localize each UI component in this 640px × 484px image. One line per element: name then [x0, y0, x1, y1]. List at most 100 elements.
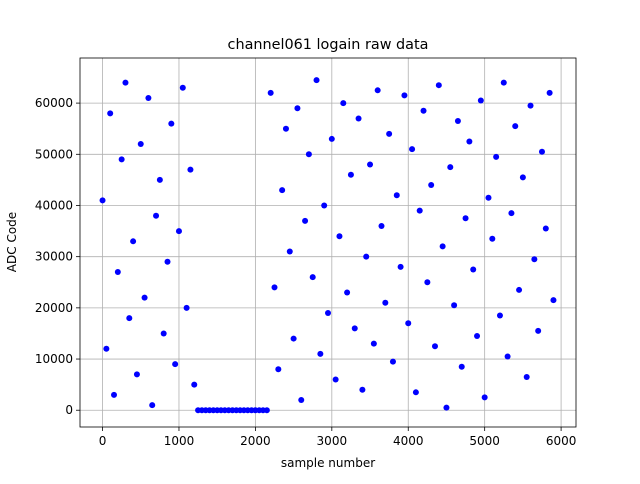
point — [416, 207, 423, 214]
point — [504, 353, 511, 360]
point — [340, 100, 347, 107]
point — [103, 345, 110, 352]
y-axis-label: ADC Code — [5, 212, 19, 272]
point — [477, 97, 484, 104]
point — [294, 105, 301, 112]
point — [122, 79, 129, 86]
point — [546, 89, 553, 96]
point — [160, 330, 167, 337]
point — [435, 82, 442, 89]
point — [386, 130, 393, 137]
point — [489, 235, 496, 242]
x-tick-label: 2000 — [240, 434, 271, 448]
x-tick-label: 1000 — [164, 434, 195, 448]
point — [496, 312, 503, 319]
point — [305, 151, 312, 158]
point — [443, 404, 450, 411]
point — [363, 253, 370, 260]
point — [355, 115, 362, 122]
point — [290, 335, 297, 342]
point — [409, 146, 416, 153]
point — [351, 325, 358, 332]
point — [302, 217, 309, 224]
y-tick-label: 10000 — [35, 352, 73, 366]
point — [359, 386, 366, 393]
point — [267, 89, 274, 96]
point — [424, 279, 431, 286]
point — [156, 176, 163, 183]
y-tick-label: 20000 — [35, 301, 73, 315]
point — [118, 156, 125, 163]
point — [191, 381, 198, 388]
point — [111, 391, 118, 398]
point — [516, 286, 523, 293]
x-tick-label: 3000 — [317, 434, 348, 448]
y-tick-label: 50000 — [35, 147, 73, 161]
x-tick-label: 6000 — [546, 434, 577, 448]
point — [420, 107, 427, 114]
point — [328, 135, 335, 142]
y-tick-label: 0 — [65, 403, 73, 417]
point — [344, 289, 351, 296]
point — [401, 92, 408, 99]
point — [149, 402, 156, 409]
point — [550, 297, 557, 304]
point — [321, 202, 328, 209]
point — [500, 79, 507, 86]
point — [405, 320, 412, 327]
point — [141, 294, 148, 301]
point — [378, 222, 385, 229]
y-tick-label: 40000 — [35, 198, 73, 212]
point — [271, 284, 278, 291]
point — [279, 187, 286, 194]
point — [99, 197, 106, 204]
point — [431, 343, 438, 350]
point — [107, 110, 114, 117]
point — [382, 299, 389, 306]
point — [474, 333, 481, 340]
point — [179, 84, 186, 91]
point — [275, 366, 282, 373]
point — [298, 396, 305, 403]
point — [347, 171, 354, 178]
point — [309, 274, 316, 281]
point — [527, 102, 534, 109]
point — [535, 327, 542, 334]
point — [462, 215, 469, 222]
point — [519, 174, 526, 181]
point — [317, 350, 324, 357]
x-tick-label: 0 — [99, 434, 107, 448]
plot-frame — [79, 57, 577, 428]
point — [325, 309, 331, 316]
point — [428, 182, 435, 189]
point — [263, 407, 270, 414]
x-tick-label: 4000 — [393, 434, 424, 448]
point — [282, 125, 289, 132]
point — [523, 373, 530, 380]
point — [470, 266, 477, 273]
point — [336, 233, 343, 240]
point — [538, 148, 545, 155]
point — [542, 225, 549, 232]
point — [137, 141, 144, 148]
point — [393, 192, 400, 199]
point — [172, 361, 179, 368]
point — [439, 243, 446, 250]
point — [133, 371, 140, 378]
point — [313, 77, 320, 84]
point — [130, 238, 137, 245]
point — [451, 302, 458, 309]
y-tick-label: 60000 — [35, 96, 73, 110]
point — [466, 138, 473, 145]
point — [454, 118, 461, 125]
point — [332, 376, 339, 383]
point — [374, 87, 381, 94]
point — [145, 94, 152, 101]
point — [493, 153, 500, 160]
point — [508, 210, 515, 217]
point — [126, 315, 133, 322]
point — [164, 258, 171, 265]
point — [531, 256, 538, 263]
